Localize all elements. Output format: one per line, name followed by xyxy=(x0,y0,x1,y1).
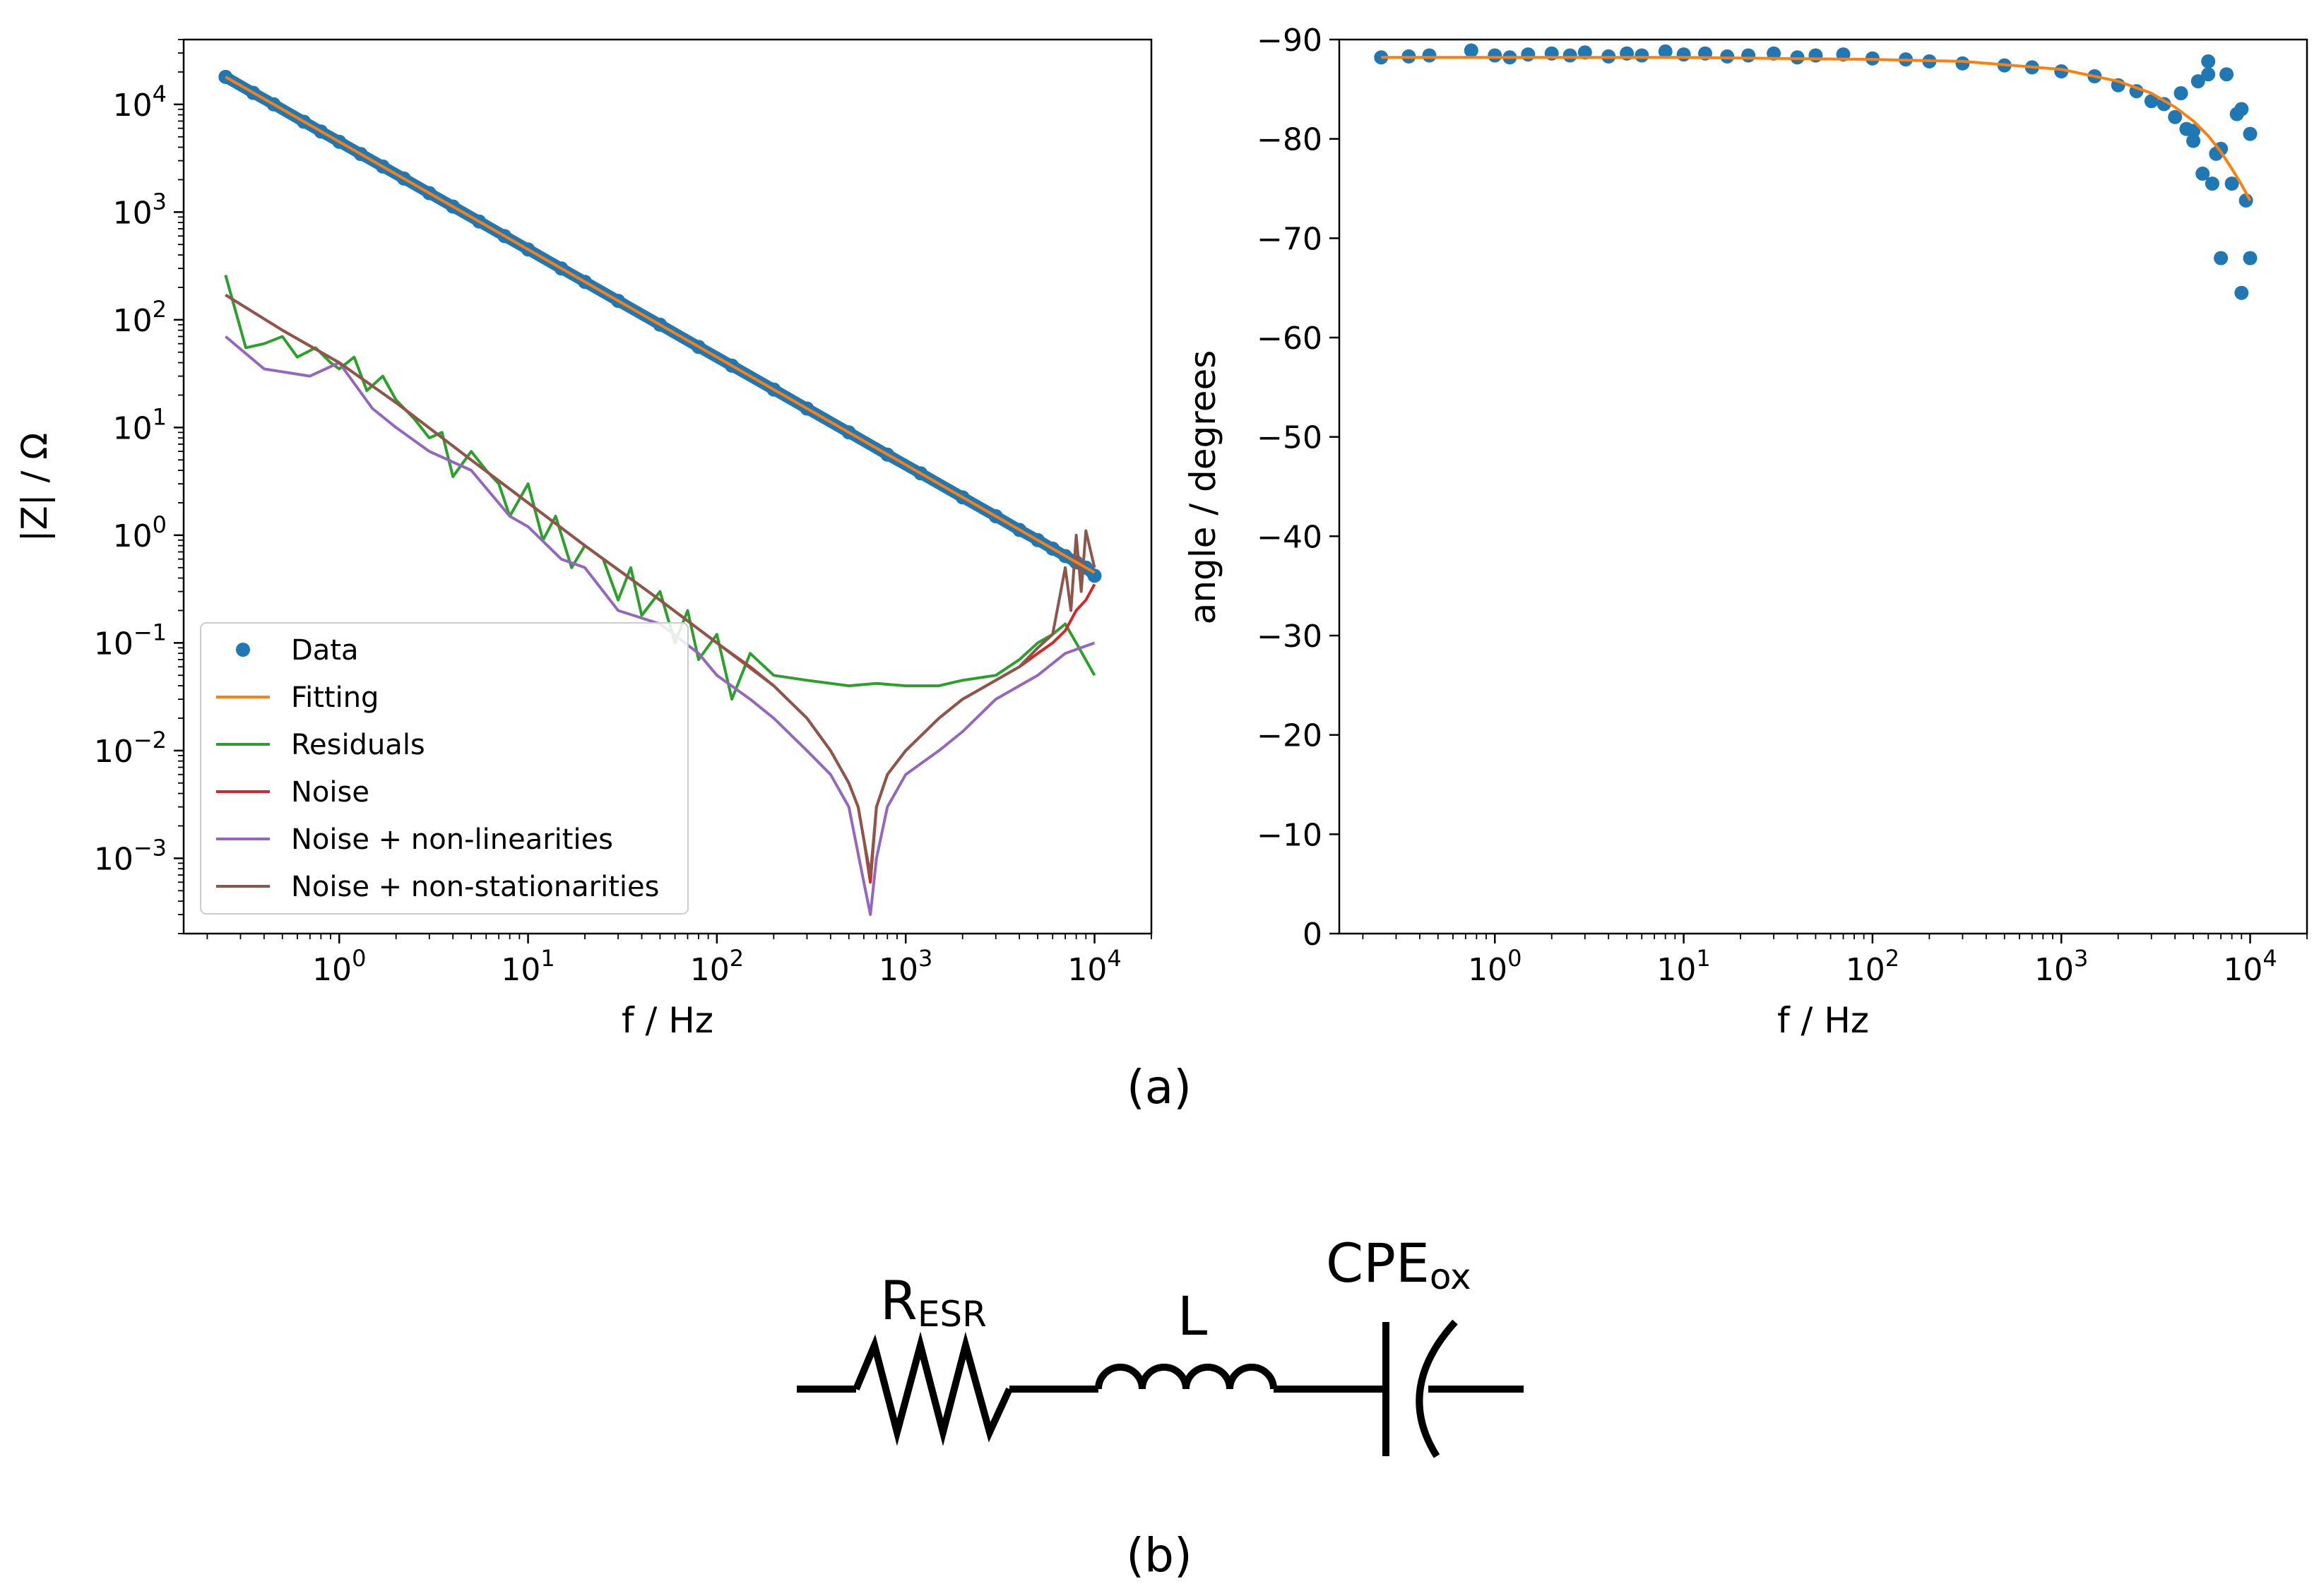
x-tick-label: 100 xyxy=(1468,945,1522,988)
phase-x-axis-label: f / Hz xyxy=(1777,1000,1869,1041)
legend-label-noise-non-stationarities: Noise + non-stationarities xyxy=(291,871,659,903)
noise-non-linearities-line xyxy=(225,335,1096,917)
magnitude-chart: 100 101 102 103 104 10−3 10−2 10−1 100 101 102 103 1… xyxy=(14,38,1153,1041)
inductor-symbol xyxy=(1095,1364,1277,1390)
panel-label-b: (b) xyxy=(1126,1528,1192,1583)
y-tick-label: 0 xyxy=(1303,917,1322,953)
y-tick-label: 10−3 xyxy=(94,834,167,877)
x-tick-label: 103 xyxy=(879,945,932,988)
phase-chart: 100 101 102 103 104 0 −10 −20 −30 −40 −50 −60 −70 −80… xyxy=(1182,23,2308,1041)
y-tick-label: 10−2 xyxy=(94,727,167,770)
y-tick-label: 104 xyxy=(113,81,167,124)
data-point xyxy=(2168,109,2183,124)
equivalent-circuit xyxy=(797,1319,1524,1458)
data-point xyxy=(2201,54,2216,69)
data-point xyxy=(2190,74,2205,89)
data-point xyxy=(1741,48,1756,63)
phase-y-axis-label: angle / degrees xyxy=(1182,350,1223,625)
y-tick-label: −10 xyxy=(1257,817,1322,853)
y-tick-label: 102 xyxy=(113,296,167,339)
data-point xyxy=(2224,177,2239,191)
data-point xyxy=(2205,177,2219,191)
data-point xyxy=(1422,48,1437,63)
data-point xyxy=(2201,67,2216,82)
legend-frame xyxy=(200,622,689,915)
data-point xyxy=(2157,97,2171,112)
magnitude-legend: Data Fitting Residuals Noise Noise + non-lin… xyxy=(200,622,689,915)
x-tick-label: 100 xyxy=(312,945,366,988)
y-tick-label: −60 xyxy=(1257,321,1322,357)
data-point xyxy=(1676,47,1691,62)
data-point xyxy=(2186,133,2201,148)
x-tick-label: 102 xyxy=(1846,945,1899,988)
data-point xyxy=(2243,126,2258,141)
resistor-symbol xyxy=(853,1331,1013,1446)
data-point xyxy=(1955,56,1970,71)
y-tick-label: −30 xyxy=(1257,619,1322,655)
y-tick-label: 100 xyxy=(113,511,167,554)
x-tick-label: 103 xyxy=(2034,945,2088,988)
data-point xyxy=(1521,47,1536,62)
magnitude-series-group xyxy=(218,69,1102,917)
x-tick-label: 104 xyxy=(1067,945,1121,988)
inductor-label: L xyxy=(1178,1285,1207,1347)
panel-label-a: (a) xyxy=(1127,1060,1192,1114)
data-point xyxy=(1464,43,1478,58)
fitting-line xyxy=(1381,56,2252,201)
data-point xyxy=(2144,94,2159,109)
y-tick-label: 103 xyxy=(113,188,167,231)
y-tick-label: −70 xyxy=(1257,221,1322,257)
data-point xyxy=(1720,49,1735,64)
data-point xyxy=(2234,285,2249,300)
x-tick-label: 102 xyxy=(690,945,744,988)
cpe-curved-plate xyxy=(1416,1319,1458,1458)
data-point xyxy=(1087,568,1102,583)
resistor-label: RESR xyxy=(880,1269,987,1335)
cpe-label: CPEox xyxy=(1326,1232,1471,1297)
legend-swatch-data xyxy=(236,643,250,657)
magnitude-x-axis-label: f / Hz xyxy=(622,1000,713,1041)
y-tick-label: 101 xyxy=(113,403,167,446)
data-point xyxy=(2219,67,2234,82)
phase-plot-frame xyxy=(1338,38,2308,935)
y-tick-label: −90 xyxy=(1257,23,1322,59)
legend-label-noise: Noise xyxy=(291,776,369,809)
legend-label-data: Data xyxy=(291,634,359,667)
phase-tick-group: 100 101 102 103 104 0 −10 −20 −30 −40 −50 −60 −70 −80… xyxy=(1257,23,2308,988)
data-point xyxy=(1488,48,1502,63)
phase-series-group xyxy=(1374,43,2258,300)
y-tick-label: 10−1 xyxy=(94,619,167,662)
y-tick-label: −20 xyxy=(1257,718,1322,754)
y-tick-label: −40 xyxy=(1257,519,1322,555)
y-tick-label: −50 xyxy=(1257,420,1322,456)
data-point xyxy=(2243,251,2258,266)
legend-label-residuals: Residuals xyxy=(291,729,425,761)
y-tick-label: −80 xyxy=(1257,122,1322,158)
noise-non-stationarities-line xyxy=(225,294,1096,876)
x-tick-label: 104 xyxy=(2223,945,2277,988)
legend-label-noise-non-linearities: Noise + non-linearities xyxy=(291,823,613,856)
x-tick-label: 101 xyxy=(1656,945,1710,988)
data-point xyxy=(2173,86,2188,100)
data-point xyxy=(1658,44,1673,59)
data-point xyxy=(2186,124,2201,138)
magnitude-tick-group: 100 101 102 103 104 10−3 10−2 10−1 100 101 102 103 1… xyxy=(94,39,1152,988)
magnitude-y-axis-label: |Z| / Ω xyxy=(14,433,55,542)
data-point xyxy=(2195,166,2210,181)
data-point xyxy=(1562,48,1577,63)
x-tick-label: 101 xyxy=(501,945,554,988)
data-point xyxy=(1635,48,1649,63)
data-point xyxy=(2234,102,2249,117)
data-point xyxy=(2214,251,2229,266)
fitting-line xyxy=(225,76,1096,574)
legend-label-fitting: Fitting xyxy=(291,681,379,714)
data-point xyxy=(1808,48,1823,63)
